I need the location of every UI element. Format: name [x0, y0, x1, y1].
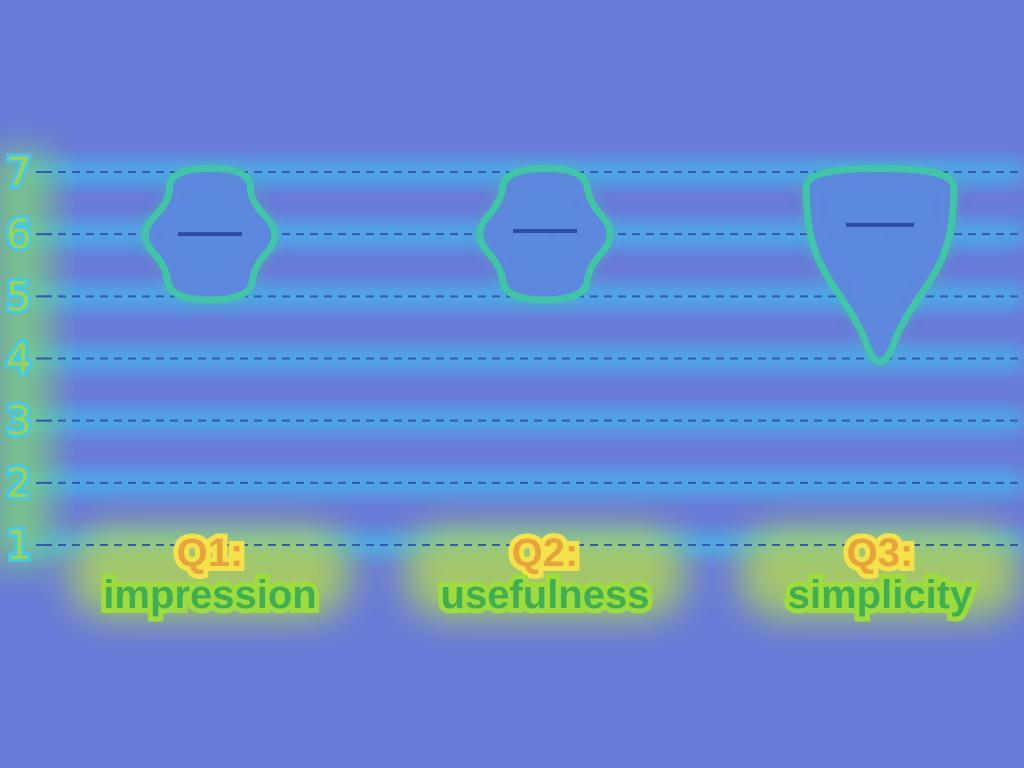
category-label-name-3: simplicity — [788, 573, 973, 617]
y-tick-label-4: 4 — [6, 337, 31, 383]
violins — [149, 172, 951, 359]
y-tick-label-1: 1 — [6, 523, 31, 569]
y-tick-label-7: 7 — [6, 150, 31, 196]
y-tick-label-5: 5 — [6, 274, 31, 320]
category-label-name-2: usefulness — [441, 573, 650, 617]
violin-2 — [483, 172, 606, 296]
y-tick-label-2: 2 — [6, 461, 31, 507]
category-label-q-2: Q2: — [512, 531, 579, 575]
category-label-name-1: impression — [103, 573, 316, 617]
violin-3 — [810, 172, 951, 359]
y-tick-label-6: 6 — [6, 212, 31, 258]
category-label-q-1: Q1: — [177, 531, 244, 575]
y-tick-label-3: 3 — [6, 399, 31, 445]
category-label-q-3: Q3: — [847, 531, 914, 575]
